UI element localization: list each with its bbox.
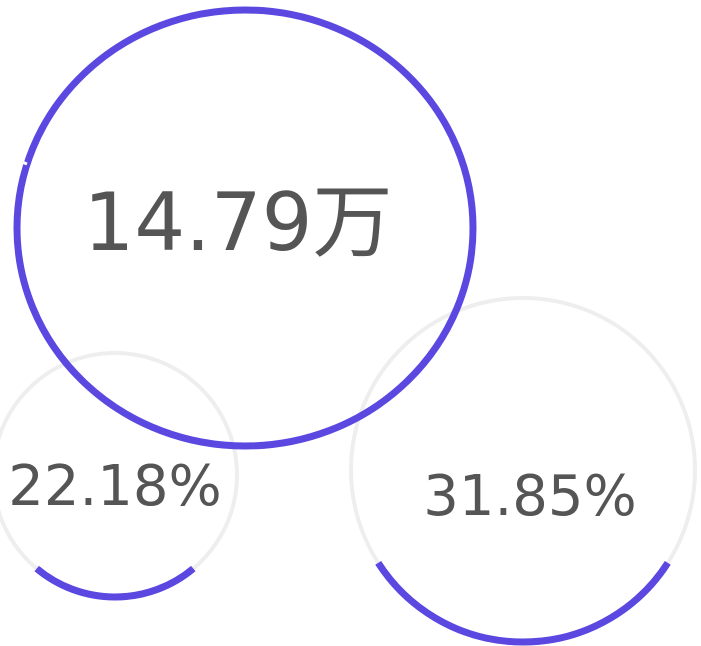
main-value: 14.79万: [83, 176, 392, 269]
ring-gap: [16, 158, 28, 166]
progress-arc: [375, 560, 671, 646]
progress-arc: [34, 565, 196, 601]
ring-label: 22.18%: [8, 454, 222, 519]
main-ring: [13, 6, 477, 450]
ring-label: 31.85%: [423, 464, 637, 529]
